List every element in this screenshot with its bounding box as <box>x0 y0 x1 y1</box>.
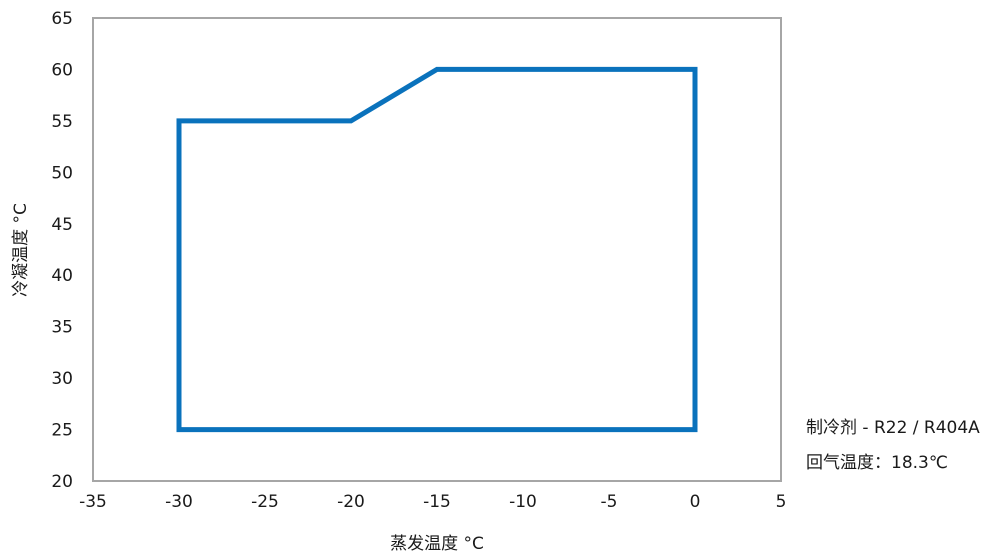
y-axis-label: 冷凝温度 °C <box>11 203 31 297</box>
y-tick-label: 65 <box>51 9 73 29</box>
y-tick-label: 45 <box>51 215 73 235</box>
x-tick-label: 0 <box>690 492 701 512</box>
plot-frame <box>92 17 782 482</box>
refrigerant-note: 制冷剂 - R22 / R404A <box>806 418 980 438</box>
x-tick-labels: -35 -30 -25 -20 -15 -10 -5 0 5 <box>79 492 786 512</box>
y-tick-label: 20 <box>51 472 73 492</box>
x-tick-label: -25 <box>251 492 279 512</box>
y-tick-label: 25 <box>51 421 73 441</box>
series-layer <box>176 66 698 433</box>
x-tick-label: -20 <box>337 492 365 512</box>
y-tick-label: 60 <box>51 60 73 80</box>
operating-envelope-line <box>176 66 698 433</box>
y-tick-label: 40 <box>51 266 73 286</box>
x-tick-label: -30 <box>165 492 193 512</box>
x-tick-label: -5 <box>601 492 618 512</box>
y-tick-labels: 20 25 30 35 40 45 50 55 60 65 <box>51 9 73 492</box>
y-tick-label: 50 <box>51 163 73 183</box>
y-tick-label: 30 <box>51 369 73 389</box>
return-gas-temperature-note: 回气温度：18.3℃ <box>806 453 948 473</box>
x-tick-label: -15 <box>423 492 451 512</box>
y-tick-label: 55 <box>51 112 73 132</box>
y-tick-label: 35 <box>51 318 73 338</box>
x-tick-label: -10 <box>509 492 537 512</box>
x-tick-label: 5 <box>776 492 787 512</box>
x-axis-label: 蒸发温度 °C <box>390 534 484 554</box>
x-tick-label: -35 <box>79 492 107 512</box>
